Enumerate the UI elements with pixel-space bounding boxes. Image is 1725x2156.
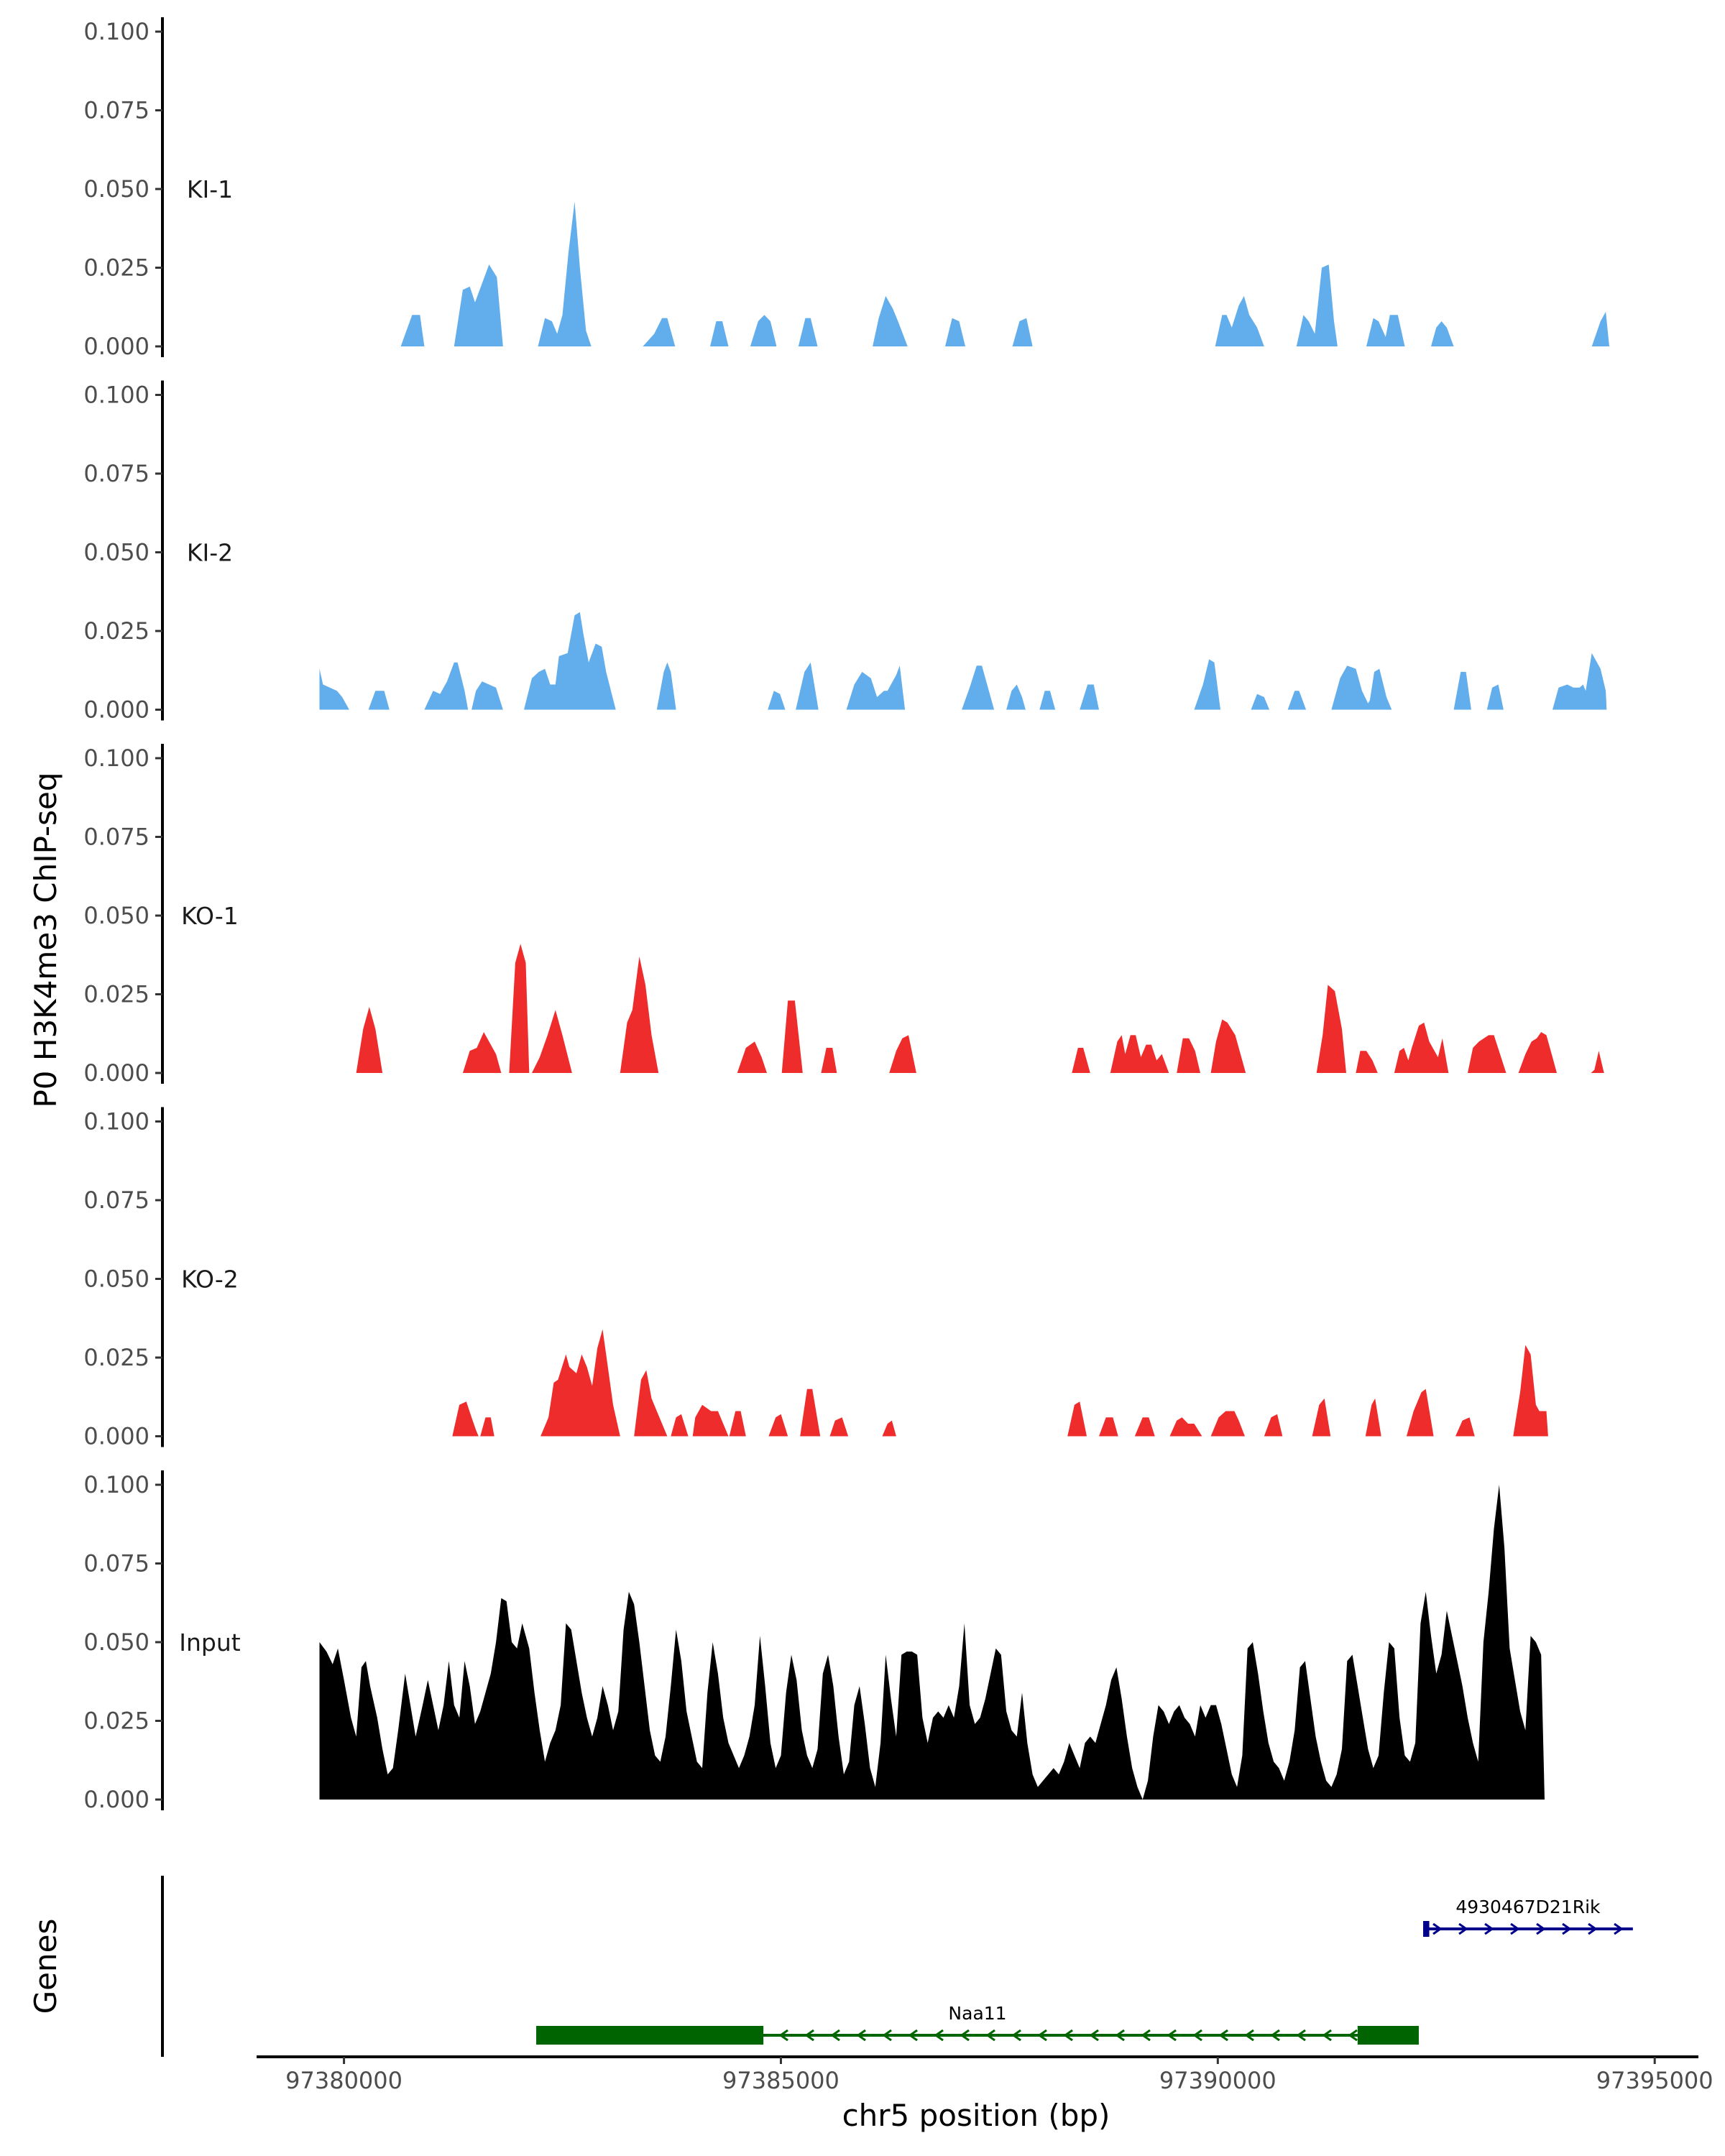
strand-arrow [1270,2029,1280,2042]
y-tick-label: 0.025 [83,617,150,645]
strand-arrow [1037,2029,1047,2042]
y-tick-label: 0.050 [83,902,150,929]
x-axis: 97380000 97385000 97390000 97395000 [257,2055,1714,2094]
strand-arrow [960,2029,970,2042]
strand-arrow [1141,2029,1151,2042]
track-ki-1: 0.000 0.025 0.050 0.075 0.100 KI-1 [83,17,1609,360]
y-tick-label: 0.000 [83,1423,150,1450]
gene-name-label: Naa11 [948,2003,1006,2024]
x-tick-label: 97395000 [1596,2067,1714,2094]
y-tick-label: 0.075 [83,460,150,487]
track-label: KI-1 [187,175,233,203]
gene-exon [1357,2026,1419,2045]
signal-area-ko-2 [452,1329,1548,1437]
y-tick-label: 0.000 [83,696,150,724]
genes-panel-title: Genes [28,1919,63,2014]
y-tick-label: 0.025 [83,1708,150,1735]
signal-area-ki-2 [319,612,1607,710]
strand-arrow [1562,1922,1572,1935]
strand-arrow [1089,2029,1099,2042]
strand-arrow [934,2029,944,2042]
y-tick-label: 0.100 [83,1471,150,1498]
strand-arrow [1218,2029,1228,2042]
strand-arrow [1063,2029,1073,2042]
y-tick-label: 0.075 [83,1187,150,1214]
y-tick-label: 0.075 [83,824,150,851]
strand-arrow [804,2029,814,2042]
y-tick-label: 0.100 [83,745,150,772]
strand-arrow [778,2029,788,2042]
strand-arrow [985,2029,995,2042]
y-tick-label: 0.100 [83,18,150,45]
y-tick-label: 0.075 [83,1550,150,1577]
y-tick-label: 0.100 [83,382,150,409]
track-label: Input [179,1628,241,1657]
strand-arrow [1432,1922,1443,1935]
y-tick-label: 0.025 [83,254,150,282]
y-tick-label: 0.050 [83,175,150,203]
strand-arrow [1536,1922,1546,1935]
strand-arrow [1244,2029,1254,2042]
strand-arrow [908,2029,918,2042]
x-tick-label: 97390000 [1159,2067,1276,2094]
y-tick-label: 0.000 [83,333,150,360]
gene-exon [1423,1921,1430,1937]
strand-arrow [1115,2029,1125,2042]
track-label: KI-2 [187,539,233,567]
y-tick-label: 0.100 [83,1108,150,1135]
gene-panel: Naa11 4930467D21Rik [161,1876,1633,2057]
y-tick-label: 0.000 [83,1786,150,1813]
strand-arrow [1458,1922,1468,1935]
signal-area-ko-1 [356,944,1604,1073]
strand-arrow [1192,2029,1202,2042]
y-tick-label: 0.000 [83,1059,150,1087]
strand-arrow [1484,1922,1494,1935]
x-axis-title: chr5 position (bp) [842,2098,1110,2133]
strand-arrow [882,2029,892,2042]
y-tick-label: 0.050 [83,1266,150,1293]
signal-tracks: 0.0000.0250.0500.0750.100KI-10.0000.0250… [83,17,1609,1813]
gene-naa11: Naa11 [536,2003,1419,2045]
strand-arrow [1011,2029,1021,2042]
y-axis-title: P0 H3K4me3 ChIP-seq [28,772,63,1107]
track-input: 0.000 0.025 0.050 0.075 0.100 Input [83,1470,1545,1813]
signal-area-input [319,1485,1545,1800]
y-tick-label: 0.025 [83,1344,150,1371]
track-ko-2: 0.000 0.025 0.050 0.075 0.100 KO-2 [83,1107,1548,1450]
strand-arrow [856,2029,866,2042]
x-tick-label: 97380000 [285,2067,402,2094]
gene-exon [536,2026,764,2045]
strand-arrow [1588,1922,1598,1935]
strand-arrow [1296,2029,1306,2042]
y-tick-label: 0.075 [83,97,150,124]
track-ki-2: 0.000 0.025 0.050 0.075 0.100 KI-2 [83,380,1607,724]
track-label: KO-2 [181,1266,239,1294]
gene-name-label: 4930467D21Rik [1455,1897,1601,1917]
strand-arrow [1348,2029,1358,2042]
y-tick-label: 0.050 [83,539,150,566]
track-ko-1: 0.000 0.025 0.050 0.075 0.100 KO-1 [83,744,1604,1087]
strand-arrow [1167,2029,1177,2042]
strand-arrow [1614,1922,1624,1935]
gene-4930467d21rik: 4930467D21Rik [1423,1897,1633,1937]
x-tick-label: 97385000 [722,2067,840,2094]
strand-arrow [1510,1922,1520,1935]
strand-arrow [1322,2029,1332,2042]
y-tick-label: 0.025 [83,981,150,1008]
track-label: KO-1 [181,902,239,930]
strand-arrow [830,2029,840,2042]
y-tick-label: 0.050 [83,1628,150,1656]
